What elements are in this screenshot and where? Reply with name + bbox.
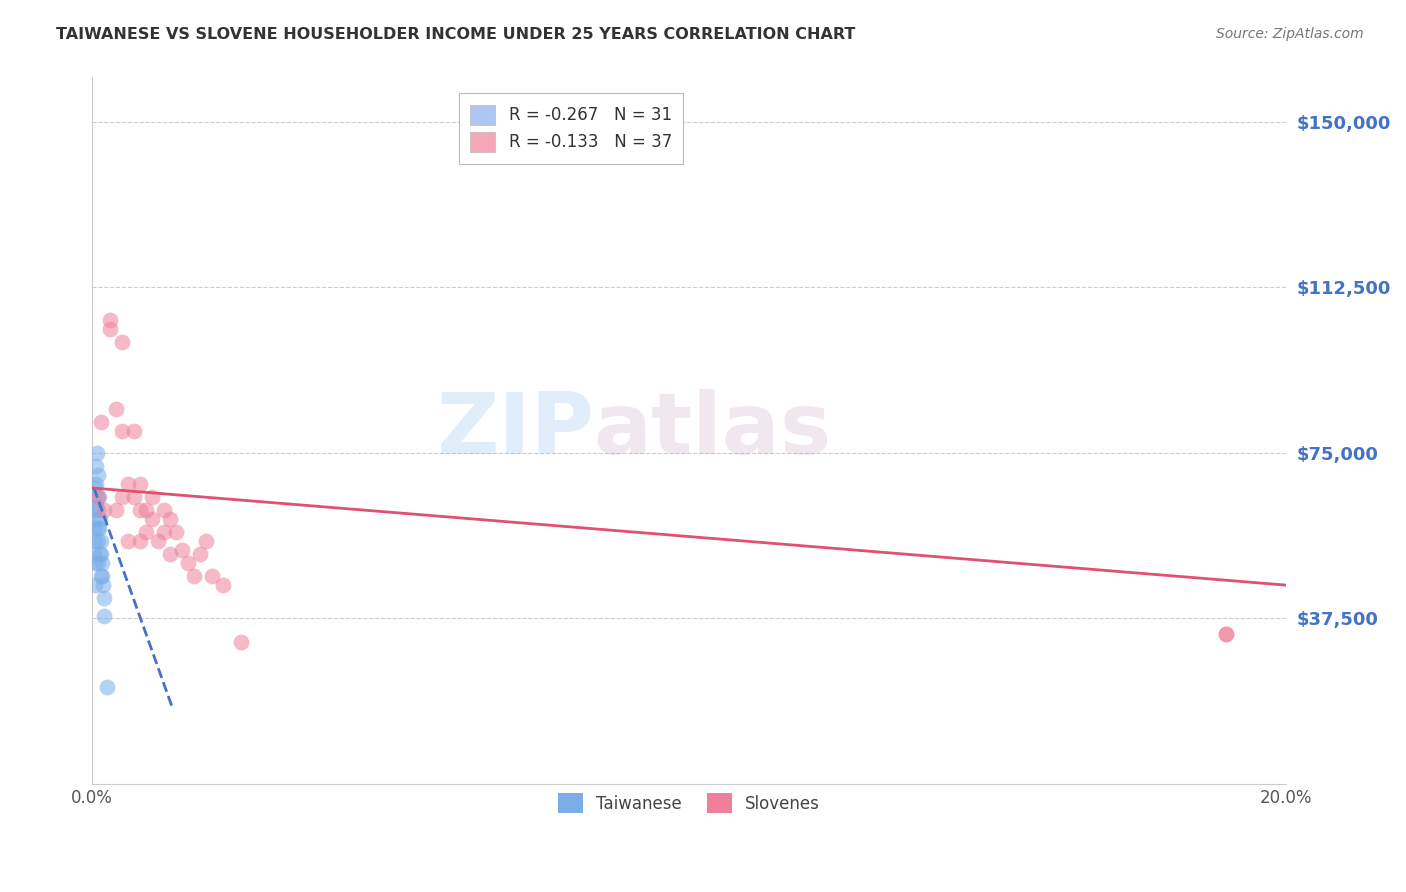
Point <box>98 313 121 327</box>
Text: Source: ZipAtlas.com: Source: ZipAtlas.com <box>1216 27 1364 41</box>
Point <box>84 578 107 592</box>
Point <box>84 556 107 570</box>
Point <box>86 521 108 535</box>
Point <box>231 635 253 649</box>
Point <box>96 680 118 694</box>
Point <box>87 503 110 517</box>
Point <box>200 569 222 583</box>
Point <box>111 490 134 504</box>
Point <box>90 533 112 548</box>
Point <box>89 490 111 504</box>
Legend: Taiwanese, Slovenes: Taiwanese, Slovenes <box>546 781 832 825</box>
Text: TAIWANESE VS SLOVENE HOUSEHOLDER INCOME UNDER 25 YEARS CORRELATION CHART: TAIWANESE VS SLOVENE HOUSEHOLDER INCOME … <box>56 27 856 42</box>
Point <box>170 542 193 557</box>
Point <box>84 533 107 548</box>
Point <box>122 424 145 438</box>
Point <box>176 556 198 570</box>
Point <box>152 503 174 517</box>
Point <box>93 503 115 517</box>
Point <box>87 490 110 504</box>
Point <box>84 512 107 526</box>
Point <box>159 512 181 526</box>
Point <box>90 569 112 583</box>
Point <box>89 547 111 561</box>
Point <box>135 503 157 517</box>
Point <box>105 401 128 416</box>
Point <box>86 445 108 459</box>
Text: ZIP: ZIP <box>436 389 593 472</box>
Point <box>91 578 114 592</box>
Point <box>1215 626 1237 640</box>
Point <box>122 490 145 504</box>
Point <box>1215 626 1237 640</box>
Point <box>90 556 112 570</box>
Point <box>86 556 108 570</box>
Point <box>90 415 112 429</box>
Point <box>83 521 105 535</box>
Point <box>117 533 139 548</box>
Point <box>117 476 139 491</box>
Point <box>83 547 105 561</box>
Point <box>86 458 108 473</box>
Point <box>183 569 205 583</box>
Point <box>87 533 110 548</box>
Point <box>89 521 111 535</box>
Point <box>212 578 235 592</box>
Point <box>86 490 108 504</box>
Point <box>141 490 163 504</box>
Point <box>165 525 187 540</box>
Point <box>93 591 115 606</box>
Point <box>93 609 115 624</box>
Point <box>91 569 114 583</box>
Point <box>84 476 107 491</box>
Point <box>111 424 134 438</box>
Point <box>105 503 128 517</box>
Point <box>98 322 121 336</box>
Text: atlas: atlas <box>593 389 831 472</box>
Point <box>188 547 211 561</box>
Point <box>89 512 111 526</box>
Point <box>141 512 163 526</box>
Point <box>87 467 110 482</box>
Point <box>86 499 108 513</box>
Point <box>90 547 112 561</box>
Point <box>146 533 169 548</box>
Point <box>111 335 134 350</box>
Point <box>129 503 152 517</box>
Point <box>194 533 217 548</box>
Point <box>135 525 157 540</box>
Point <box>83 481 105 495</box>
Point <box>152 525 174 540</box>
Point <box>129 476 152 491</box>
Point <box>129 533 152 548</box>
Point <box>159 547 181 561</box>
Point <box>83 503 105 517</box>
